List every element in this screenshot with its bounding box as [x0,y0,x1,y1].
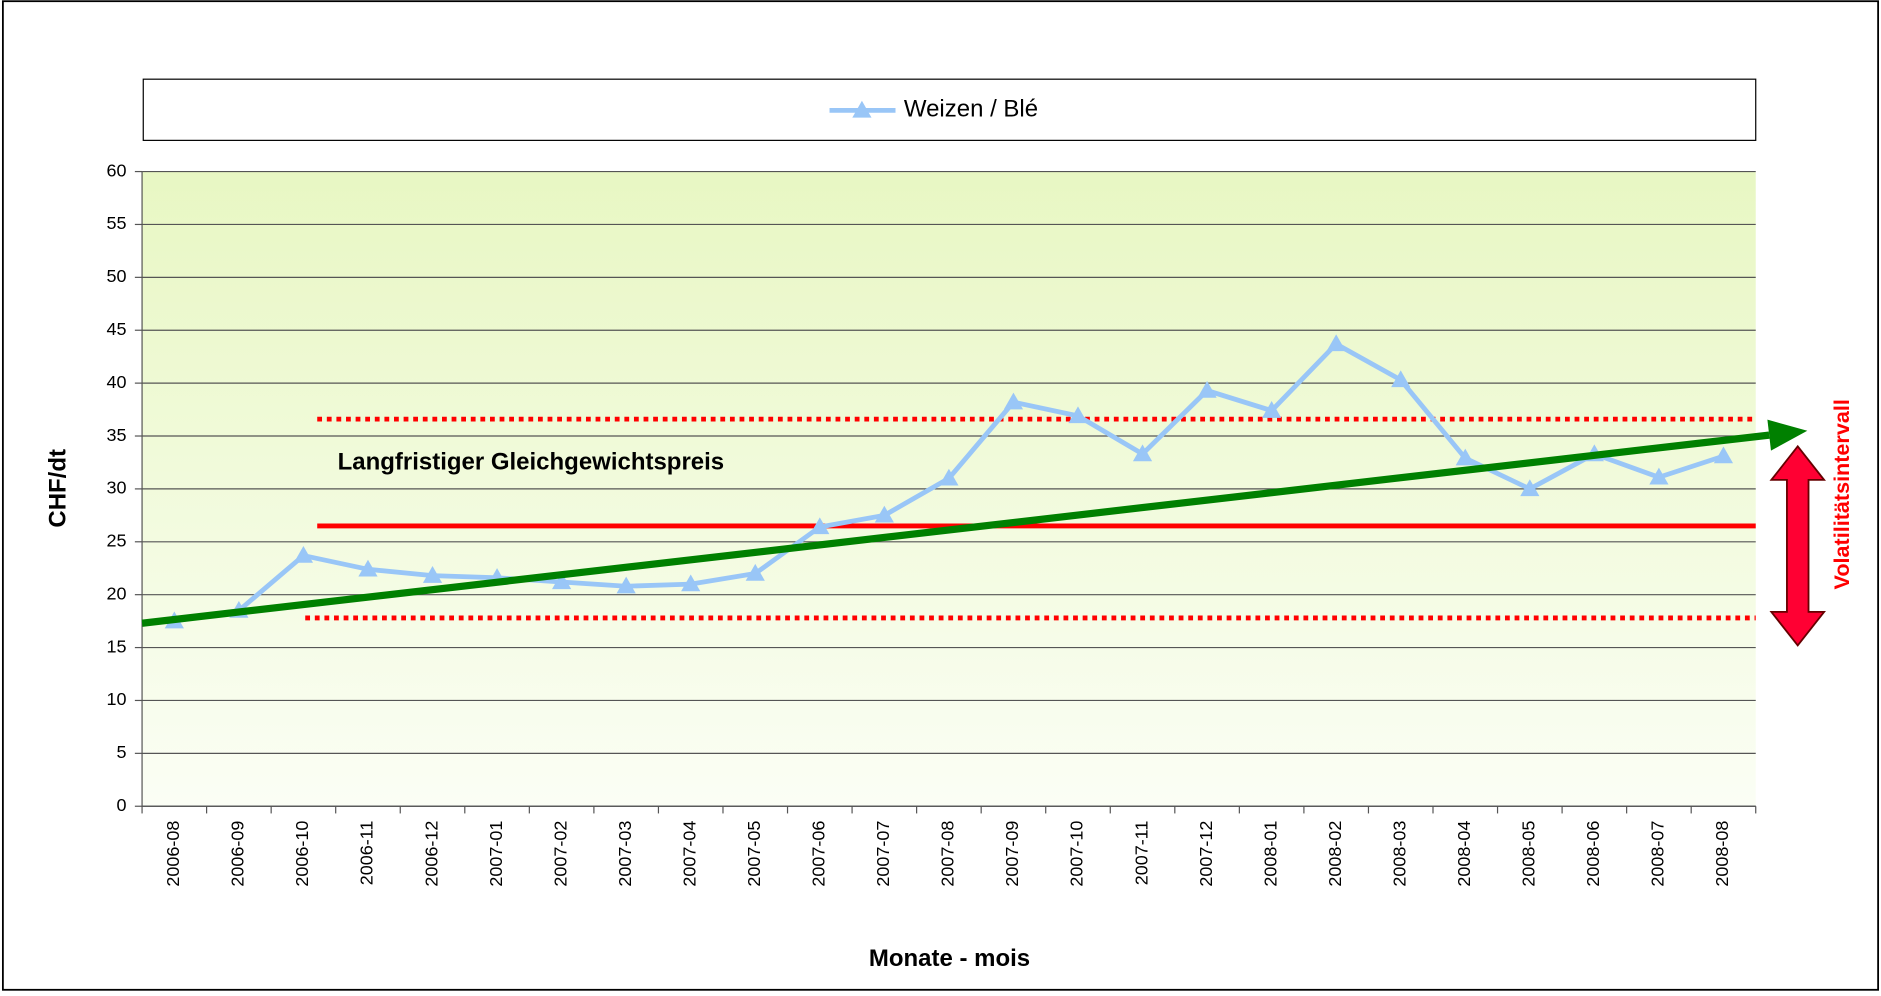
x-tick-label: 2006-11 [357,821,377,886]
point-marker [681,574,701,592]
x-tick-label: 2008-01 [1260,821,1280,887]
point-marker [1003,392,1024,410]
x-tick-label: 2007-07 [873,821,893,887]
x-tick-label: 2008-04 [1454,821,1474,887]
y-tick-label: 25 [106,531,126,551]
point-marker [293,545,314,563]
point-marker [1455,448,1475,466]
x-tick-label: 2008-03 [1389,821,1409,887]
y-tick-label: 10 [106,689,126,709]
point-marker [616,576,636,594]
x-tick-label: 2008-05 [1519,821,1539,887]
x-tick-label: 2007-08 [938,821,958,887]
x-tick-label: 2007-03 [615,821,635,887]
point-marker [874,505,894,523]
x-tick-label: 2007-04 [679,821,699,887]
point-marker [422,566,443,583]
y-tick-label: 55 [106,213,126,233]
trend-arrowhead [1767,419,1808,451]
x-tick-label: 2006-08 [163,821,183,887]
y-tick-label: 15 [106,636,126,656]
point-marker [1262,401,1282,418]
y-tick-label: 5 [116,742,126,762]
trend-line [141,431,1770,627]
point-marker [1068,406,1088,424]
y-tick-label: 50 [106,266,126,286]
y-tick-label: 60 [106,160,126,180]
point-marker [1391,370,1411,388]
x-axis-title: Monate - mois [869,945,1030,972]
x-tick-label: 2008-07 [1648,821,1668,887]
legend-box [142,78,1757,141]
x-tick-label: 2006-10 [292,821,312,887]
x-tick-label: 2007-12 [1196,821,1216,887]
x-tick-label: 2007-02 [550,821,570,887]
volatility-label: Volatilitätsintervall [1829,399,1854,589]
point-marker [1197,380,1217,398]
x-tick-label: 2007-05 [744,821,764,887]
volatility-arrow [1769,444,1826,647]
x-tick-label: 2006-09 [228,821,248,887]
x-tick-label: 2007-06 [809,821,829,887]
x-tick-label: 2006-12 [421,821,441,887]
point-marker [1649,467,1669,485]
point-marker [810,517,830,535]
y-tick-label: 40 [106,372,126,392]
y-tick-label: 35 [106,425,126,445]
y-tick-label: 20 [106,583,126,603]
y-tick-label: 45 [106,319,126,339]
x-tick-label: 2008-02 [1325,821,1345,887]
x-tick-label: 2007-11 [1131,821,1151,886]
point-marker [358,559,378,577]
x-tick-label: 2007-09 [1002,821,1022,887]
y-axis-title: CHF/dt [45,449,72,528]
point-marker [1713,446,1734,464]
x-tick-label: 2007-01 [486,821,506,887]
point-marker [939,468,959,486]
legend-label: Weizen / Blé [904,96,1038,123]
x-tick-label: 2008-08 [1712,821,1732,887]
point-marker [745,563,765,581]
x-tick-label: 2007-10 [1067,821,1087,887]
equilibrium-label: Langfristiger Gleichgewichtspreis [338,448,725,475]
point-marker [552,572,572,590]
y-tick-label: 30 [106,478,126,498]
point-marker [1132,444,1153,462]
point-marker [1326,334,1346,352]
x-tick-label: 2008-06 [1583,821,1603,887]
point-marker [1520,479,1540,497]
y-tick-label: 0 [116,795,126,815]
legend-marker [852,100,872,118]
